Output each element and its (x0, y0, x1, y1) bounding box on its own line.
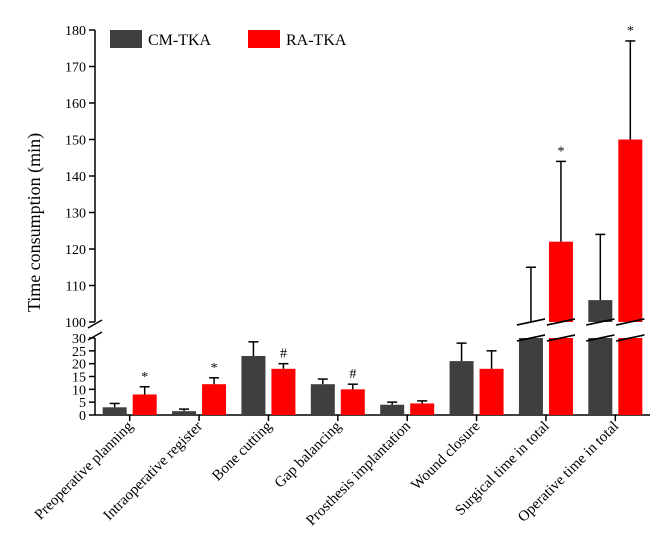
svg-text:25: 25 (72, 345, 86, 360)
x-label-3: Gap balancing (272, 418, 345, 491)
bar-cm-7-upper (588, 300, 612, 322)
bar-ra-6-lower (549, 338, 573, 415)
svg-text:140: 140 (65, 170, 86, 185)
legend-label-CM-TKA: CM-TKA (148, 32, 212, 49)
svg-text:120: 120 (65, 243, 86, 258)
svg-text:15: 15 (72, 371, 86, 386)
bar-ra-7-lower (618, 338, 642, 415)
sig-marker-6: * (557, 144, 564, 159)
bar-ra-4 (410, 403, 434, 415)
sig-marker-1: * (211, 361, 218, 376)
svg-text:5: 5 (79, 396, 86, 411)
svg-text:20: 20 (72, 358, 86, 373)
svg-text:170: 170 (65, 61, 86, 76)
svg-text:100: 100 (65, 316, 86, 331)
svg-text:160: 160 (65, 97, 86, 112)
bar-ra-7-upper (618, 140, 642, 323)
x-label-5: Wound closure (408, 418, 483, 493)
bar-ra-0 (133, 394, 157, 415)
chart-container: 051015202530100 110 120 130 140 150 160 170 180 T… (0, 0, 672, 559)
svg-text:180: 180 (65, 24, 86, 39)
legend-label-RA-TKA: RA-TKA (286, 32, 347, 49)
bar-cm-6-lower (519, 338, 543, 415)
bar-cm-5 (450, 361, 474, 415)
bar-cm-1 (172, 411, 196, 415)
bar-ra-3 (341, 389, 365, 415)
bar-cm-7-lower (588, 338, 612, 415)
bar-ra-6-upper (549, 242, 573, 322)
sig-marker-7: * (627, 24, 634, 39)
svg-text:110: 110 (66, 280, 86, 295)
svg-text:150: 150 (65, 134, 86, 149)
bar-cm-3 (311, 384, 335, 415)
sig-marker-2: # (280, 347, 287, 362)
sig-marker-3: # (349, 367, 356, 382)
bar-ra-1 (202, 384, 226, 415)
svg-text:10: 10 (72, 383, 86, 398)
bar-cm-4 (380, 405, 404, 415)
bar-ra-5 (480, 369, 504, 415)
bar-cm-0 (103, 407, 127, 415)
legend-swatch-CM-TKA (110, 30, 142, 48)
sig-marker-0: * (141, 370, 148, 385)
svg-text:30: 30 (72, 332, 86, 347)
bar-ra-2 (271, 369, 295, 415)
svg-text:130: 130 (65, 207, 86, 222)
svg-text:0: 0 (79, 409, 86, 424)
legend-swatch-RA-TKA (248, 30, 280, 48)
y-axis-label: Time consumption (min) (24, 133, 45, 312)
x-label-2: Bone cutting (209, 418, 275, 484)
bar-chart: 051015202530100 110 120 130 140 150 160 170 180 T… (0, 0, 672, 559)
bar-cm-2 (241, 356, 265, 415)
